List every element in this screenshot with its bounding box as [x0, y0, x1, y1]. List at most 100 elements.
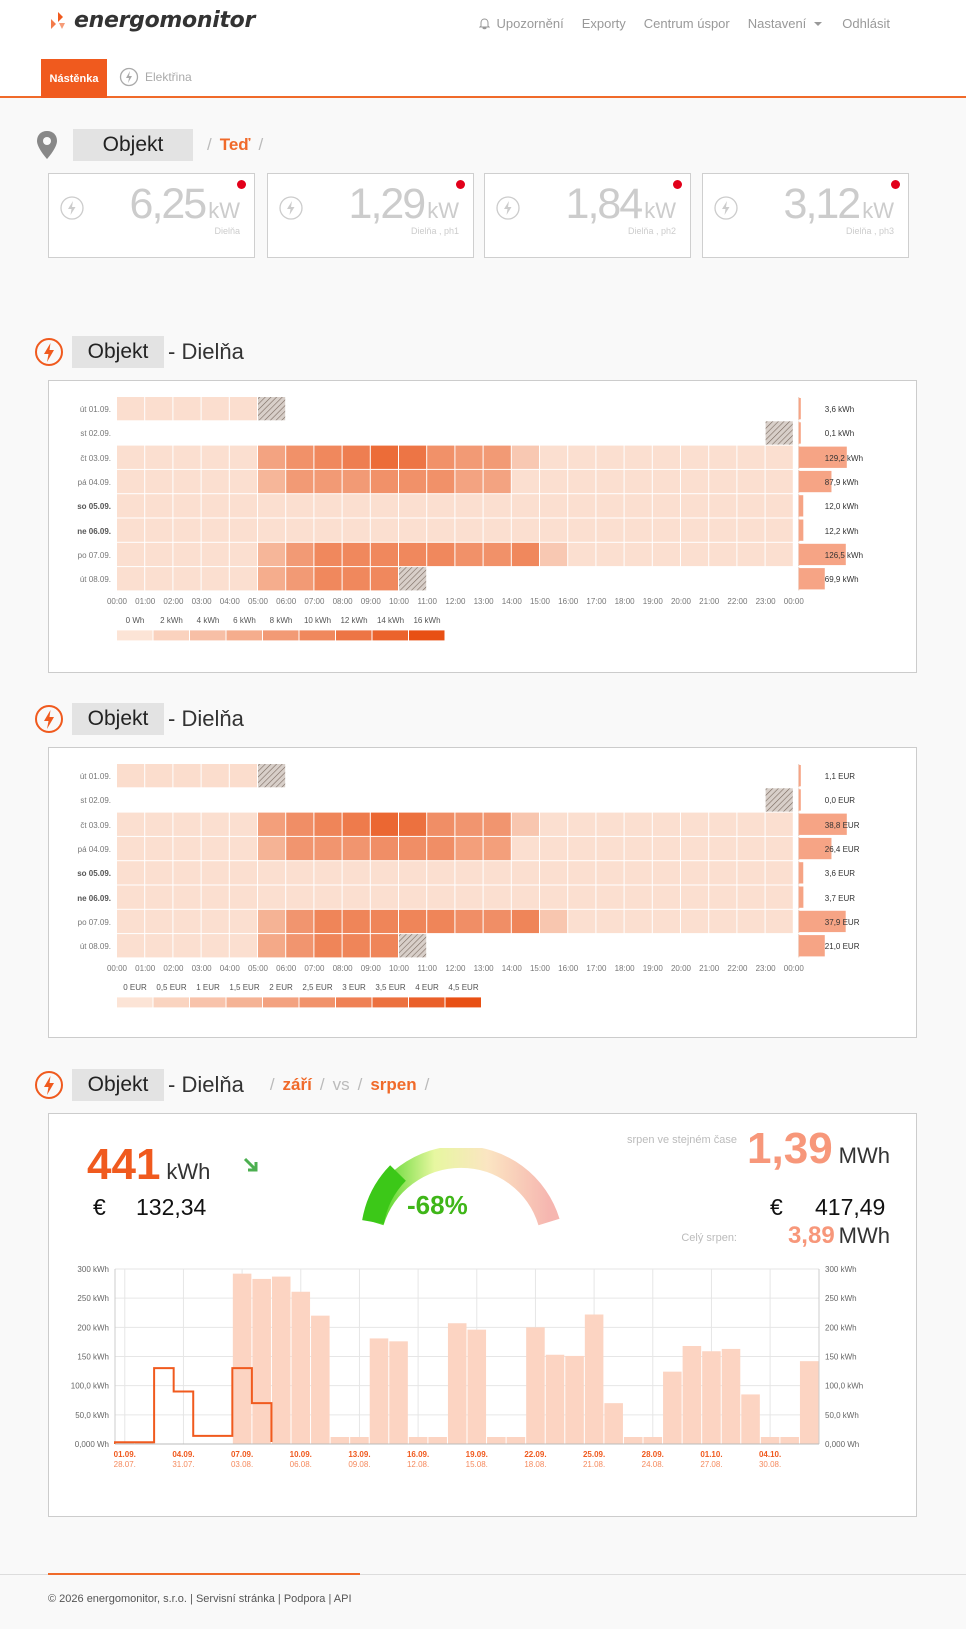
- heatmap-cell[interactable]: [229, 836, 257, 861]
- heatmap-cell[interactable]: [342, 542, 370, 567]
- previous-period-bar[interactable]: [506, 1437, 526, 1444]
- heatmap-cell[interactable]: [173, 909, 201, 934]
- previous-period-bar[interactable]: [487, 1437, 506, 1444]
- heatmap-cell[interactable]: [737, 836, 765, 861]
- previous-period-bar[interactable]: [408, 1437, 428, 1444]
- previous-period-bar[interactable]: [780, 1437, 799, 1444]
- heatmap-cell[interactable]: [286, 542, 314, 567]
- heatmap-cell[interactable]: [455, 812, 483, 836]
- heatmap-cell[interactable]: [229, 909, 257, 934]
- footer-link-service[interactable]: Servisní stránka: [195, 1593, 275, 1605]
- heatmap-cell[interactable]: [370, 542, 398, 567]
- heatmap-cell[interactable]: [511, 812, 539, 836]
- heatmap-cell[interactable]: [427, 909, 455, 934]
- heatmap-cell[interactable]: [709, 861, 737, 885]
- heatmap-cell[interactable]: [258, 494, 286, 518]
- heatmap-cell[interactable]: [145, 812, 173, 836]
- heatmap-cell[interactable]: [568, 885, 596, 909]
- heatmap-cell[interactable]: [399, 494, 427, 518]
- heatmap-cell[interactable]: [483, 836, 511, 861]
- heatmap-cell[interactable]: [483, 542, 511, 567]
- heatmap-cell[interactable]: [201, 469, 229, 494]
- heatmap-cell[interactable]: [314, 542, 342, 567]
- heatmap-cell[interactable]: [229, 397, 257, 421]
- previous-period-bar[interactable]: [447, 1323, 467, 1444]
- heatmap-cell[interactable]: [455, 885, 483, 909]
- previous-period-bar[interactable]: [565, 1355, 584, 1444]
- crumb-current-month[interactable]: září: [282, 1075, 312, 1094]
- heatmap-cell[interactable]: [681, 885, 709, 909]
- heatmap-cell[interactable]: [709, 469, 737, 494]
- heatmap-cell[interactable]: [568, 836, 596, 861]
- object-selector[interactable]: Objekt: [72, 336, 164, 368]
- heatmap-cell[interactable]: [455, 909, 483, 934]
- heatmap-cell[interactable]: [370, 812, 398, 836]
- heatmap-cell[interactable]: [201, 494, 229, 518]
- heatmap-cell-no-data[interactable]: [258, 764, 286, 788]
- heatmap-cell[interactable]: [370, 861, 398, 885]
- heatmap-cell[interactable]: [427, 542, 455, 567]
- previous-period-bar[interactable]: [663, 1371, 682, 1444]
- heatmap-cell[interactable]: [342, 567, 370, 591]
- heatmap-cell[interactable]: [342, 518, 370, 542]
- heatmap-cell[interactable]: [427, 518, 455, 542]
- previous-period-bar[interactable]: [760, 1437, 780, 1444]
- heatmap-cell[interactable]: [511, 445, 539, 469]
- previous-period-bar[interactable]: [311, 1315, 330, 1444]
- previous-period-bar[interactable]: [604, 1403, 623, 1444]
- heatmap-cell[interactable]: [258, 518, 286, 542]
- heatmap-cell[interactable]: [173, 445, 201, 469]
- previous-period-bar[interactable]: [252, 1278, 271, 1444]
- heatmap-cell[interactable]: [511, 469, 539, 494]
- heatmap-cell[interactable]: [568, 542, 596, 567]
- heatmap-cell[interactable]: [117, 567, 145, 591]
- heatmap-cell[interactable]: [342, 445, 370, 469]
- heatmap-cell[interactable]: [201, 542, 229, 567]
- heatmap-cell[interactable]: [229, 812, 257, 836]
- heatmap-cell[interactable]: [117, 885, 145, 909]
- heatmap-cell[interactable]: [286, 909, 314, 934]
- heatmap-cell[interactable]: [342, 885, 370, 909]
- heatmap-cell[interactable]: [568, 861, 596, 885]
- heatmap-cell[interactable]: [370, 567, 398, 591]
- heatmap-cell[interactable]: [455, 494, 483, 518]
- heatmap-cell[interactable]: [765, 812, 793, 836]
- heatmap-cell[interactable]: [258, 469, 286, 494]
- previous-period-bar[interactable]: [721, 1348, 741, 1444]
- heatmap-cell[interactable]: [511, 885, 539, 909]
- heatmap-cell[interactable]: [145, 764, 173, 788]
- heatmap-cell-no-data[interactable]: [258, 397, 286, 421]
- heatmap-cell[interactable]: [737, 518, 765, 542]
- heatmap-cell[interactable]: [314, 885, 342, 909]
- heatmap-cell[interactable]: [314, 861, 342, 885]
- previous-period-bar[interactable]: [350, 1437, 369, 1444]
- heatmap-cell[interactable]: [286, 836, 314, 861]
- heatmap-cell[interactable]: [511, 861, 539, 885]
- heatmap-cell[interactable]: [201, 909, 229, 934]
- heatmap-cell[interactable]: [258, 445, 286, 469]
- object-selector[interactable]: Objekt: [73, 129, 193, 161]
- previous-period-bar[interactable]: [232, 1273, 252, 1444]
- power-indicator[interactable]: 6,25 kW Dielňa: [48, 173, 255, 258]
- heatmap-cell[interactable]: [540, 445, 568, 469]
- heatmap-cell[interactable]: [117, 494, 145, 518]
- nav-settings[interactable]: Nastavení: [748, 16, 825, 31]
- heatmap-cell[interactable]: [117, 469, 145, 494]
- heatmap-cell[interactable]: [765, 469, 793, 494]
- heatmap-cell[interactable]: [540, 909, 568, 934]
- heatmap-cell[interactable]: [652, 861, 680, 885]
- heatmap-cell[interactable]: [286, 567, 314, 591]
- heatmap-cell[interactable]: [173, 764, 201, 788]
- heatmap-cell[interactable]: [201, 836, 229, 861]
- heatmap-cell[interactable]: [709, 836, 737, 861]
- heatmap-cell[interactable]: [201, 885, 229, 909]
- heatmap-cell[interactable]: [765, 861, 793, 885]
- heatmap-cell[interactable]: [737, 494, 765, 518]
- heatmap-cell[interactable]: [483, 812, 511, 836]
- previous-period-bar[interactable]: [643, 1437, 663, 1444]
- heatmap-cell[interactable]: [173, 934, 201, 958]
- heatmap-cell[interactable]: [201, 518, 229, 542]
- heatmap-cell[interactable]: [681, 469, 709, 494]
- heatmap-cell[interactable]: [652, 542, 680, 567]
- heatmap-cell[interactable]: [709, 885, 737, 909]
